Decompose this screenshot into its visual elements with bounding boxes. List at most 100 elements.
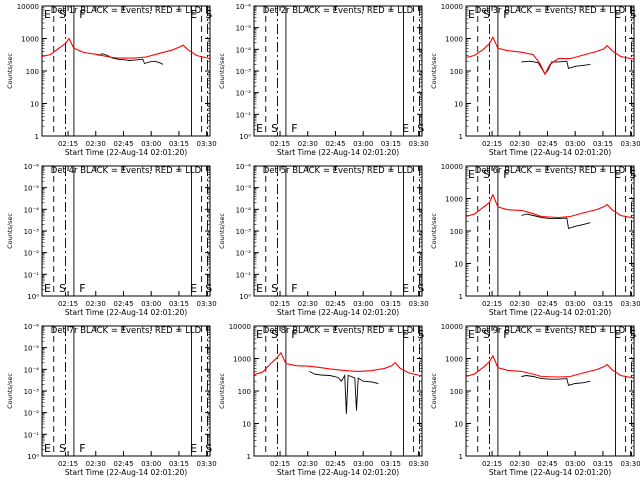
y-tick-label: 10⁻² [236,90,252,98]
chart-panel-det-6: Det 6r BLACK = Events, RED = LLD Counts/s… [430,163,640,317]
x-tick-label: 03:00 [141,300,161,308]
x-tick-label: 02:15 [58,300,78,308]
region-letter: E [44,282,51,295]
x-tick-label: 03:00 [353,460,373,468]
x-tick-label: 02:30 [86,460,106,468]
x-tick-label: 03:30 [197,300,217,308]
x-tick-label: 03:15 [381,460,401,468]
region-letter: F [79,8,85,21]
y-tick-label: 10⁻² [24,410,40,418]
x-tick-label: 03:30 [409,300,429,308]
region-letter: E [614,168,621,181]
x-tick-label: 02:15 [482,300,502,308]
y-tick-label: 10⁻⁶ [236,3,252,11]
x-tick-label: 02:30 [298,460,318,468]
x-tick-label: 03:30 [621,300,640,308]
x-tick-label: 03:15 [169,460,189,468]
region-letter: S [483,8,490,21]
x-tick-label: 03:15 [593,460,613,468]
x-tick-label: 03:15 [381,140,401,148]
x-tick-label: 03:15 [169,140,189,148]
region-letter: F [79,442,85,455]
x-tick-label: 02:30 [510,140,530,148]
y-axis-label: Counts/sec [430,53,438,89]
chart-panel-det-8: Det 8r BLACK = Events, RED = LLD Counts/s… [218,323,429,477]
y-tick-label: 1 [459,453,463,461]
y-tick-label: 10⁻⁴ [236,206,252,214]
plot-frame [41,165,211,297]
x-tick-label: 02:45 [325,460,345,468]
region-letter: S [205,282,212,295]
region-letter: S [629,168,636,181]
x-axis-label: Start Time (22-Aug-14 02:01:20) [65,468,187,477]
y-tick-label: 10⁰ [239,293,251,301]
x-tick-label: 02:30 [298,300,318,308]
x-tick-label: 03:30 [621,460,640,468]
x-tick-label: 03:00 [141,140,161,148]
y-tick-label: 10⁻¹ [236,111,252,119]
chart-panel-det-3: Det 3r BLACK = Events, RED = LLD Counts/s… [430,3,640,157]
region-letter: S [417,282,424,295]
region-letter: E [468,328,475,341]
chart-title: Det 9r BLACK = Events, RED = LLD [475,326,626,336]
y-tick-label: 10⁻⁴ [236,46,252,54]
region-letter: S [205,442,212,455]
x-tick-label: 03:00 [565,300,585,308]
x-tick-label: 02:45 [537,300,557,308]
region-letter: S [59,8,66,21]
x-tick-label: 03:30 [409,140,429,148]
y-tick-label: 10⁻⁵ [236,185,252,193]
y-tick-label: 10⁻⁶ [236,163,252,171]
x-tick-label: 02:30 [510,460,530,468]
chart-title: Det 6r BLACK = Events, RED = LLD [475,166,626,176]
y-tick-label: 10000 [17,3,39,11]
chart-panel-det-4: Det 4r BLACK = Events, RED = LLD Counts/s… [6,163,217,317]
region-letter: S [271,328,278,341]
x-tick-label: 03:15 [381,300,401,308]
y-tick-label: 10⁰ [239,133,251,141]
events-series-line [309,371,379,414]
y-tick-label: 100 [450,388,463,396]
region-letter: S [629,8,636,21]
y-tick-label: 10⁻² [24,250,40,258]
lld-series-line [253,351,423,377]
y-tick-label: 10⁻⁴ [24,206,40,214]
x-tick-label: 02:30 [86,140,106,148]
region-letter: E [256,328,263,341]
x-tick-label: 02:45 [113,460,133,468]
region-letter: S [629,328,636,341]
y-tick-label: 10 [454,261,463,269]
region-letter: F [79,282,85,295]
x-tick-label: 03:15 [593,300,613,308]
y-tick-label: 100 [26,68,39,76]
lld-series-line [41,37,211,60]
region-letter: S [59,282,66,295]
x-tick-label: 02:15 [482,460,502,468]
x-tick-label: 02:45 [537,140,557,148]
region-letter: F [503,168,509,181]
lld-series-line [465,35,635,76]
y-tick-label: 10 [30,101,39,109]
region-letter: E [190,8,197,21]
chart-title: Det 7r BLACK = Events, RED = LLD [51,326,202,336]
x-tick-label: 02:15 [270,300,290,308]
y-tick-label: 10⁻³ [24,228,40,236]
y-tick-label: 10000 [441,323,463,331]
y-axis-label: Counts/sec [6,373,14,409]
y-tick-label: 10⁻³ [236,68,252,76]
plot-frame [253,5,423,137]
chart-title: Det 4r BLACK = Events, RED = LLD [51,166,202,176]
y-tick-label: 10⁻³ [236,228,252,236]
y-axis-label: Counts/sec [430,213,438,249]
region-letter: E [190,442,197,455]
region-letter: F [291,122,297,135]
region-letter: E [468,168,475,181]
region-letter: S [483,328,490,341]
region-letter: E [402,122,409,135]
y-tick-label: 100 [450,228,463,236]
y-axis-label: Counts/sec [430,373,438,409]
region-letter: E [256,282,263,295]
chart-panel-det-7: Det 7r BLACK = Events, RED = LLD Counts/s… [6,323,217,477]
x-tick-label: 02:15 [58,140,78,148]
